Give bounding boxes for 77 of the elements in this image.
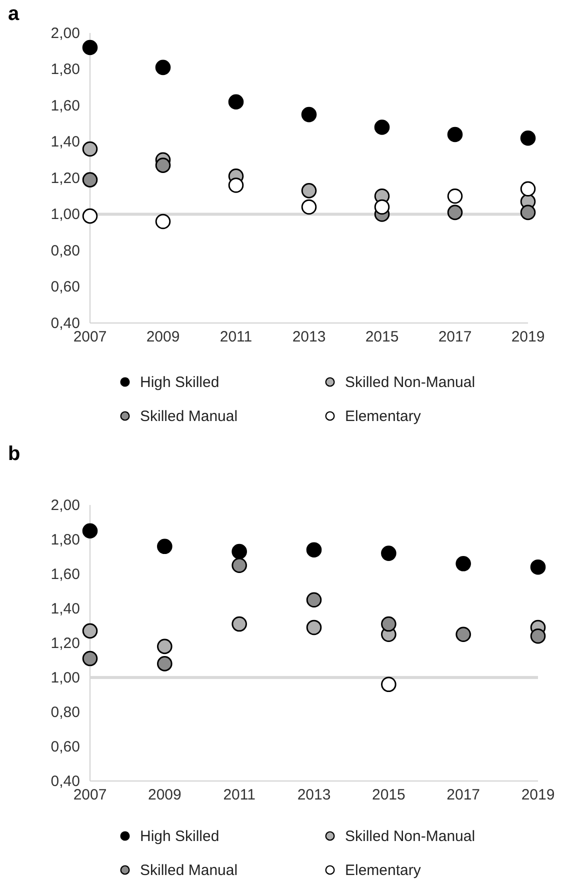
- point: [530, 628, 546, 644]
- y-tick-label: 1,60: [50, 97, 80, 114]
- point: [520, 204, 536, 220]
- legend-label: Skilled Manual: [140, 862, 238, 879]
- point: [447, 204, 463, 220]
- point: [447, 126, 463, 142]
- x-tick-label: 2011: [220, 328, 252, 346]
- y-tick-label: 1,20: [50, 170, 80, 187]
- y-tick-label: 0,60: [50, 738, 80, 756]
- y-tick-label: 1,60: [50, 566, 80, 583]
- point: [301, 183, 317, 198]
- y-tick-label: 1,40: [50, 600, 80, 618]
- y-tick-label: 2,00: [50, 24, 80, 42]
- point: [157, 656, 172, 672]
- point: [306, 620, 322, 636]
- y-tick-label: 0,80: [50, 242, 80, 260]
- point: [374, 199, 390, 215]
- point: [155, 60, 171, 76]
- x-tick-label: 2013: [292, 328, 326, 346]
- point: [157, 538, 172, 554]
- point: [228, 94, 244, 110]
- legend-label: Skilled Manual: [140, 408, 238, 425]
- x-tick-label: 2009: [148, 786, 182, 804]
- y-tick-label: 1,00: [50, 206, 80, 224]
- point: [447, 188, 463, 204]
- point: [520, 181, 536, 197]
- legend-label: Skilled Non-Manual: [345, 828, 476, 845]
- x-tick-label: 2017: [446, 786, 480, 804]
- point: [155, 214, 171, 230]
- y-tick-label: 1,00: [50, 669, 80, 686]
- y-tick-label: 1,80: [50, 61, 80, 78]
- y-tick-label: 0,60: [50, 278, 80, 296]
- legend-label: High Skilled: [140, 828, 220, 845]
- point: [301, 106, 317, 122]
- point: [456, 626, 471, 642]
- point: [82, 623, 98, 639]
- point: [228, 178, 244, 193]
- point: [82, 650, 98, 666]
- x-tick-label: 2019: [511, 328, 545, 346]
- y-tick-label: 2,00: [50, 496, 80, 514]
- y-tick-label: 1,80: [50, 531, 80, 548]
- point: [155, 158, 171, 173]
- legend-label: Elementary: [345, 862, 422, 879]
- y-tick-label: 0,80: [50, 704, 80, 721]
- point: [520, 130, 536, 146]
- point: [82, 141, 98, 157]
- chart-title: a: [8, 3, 20, 25]
- x-tick-label: 2019: [521, 786, 555, 804]
- legend-label: Skilled Non-Manual: [345, 374, 476, 391]
- point: [301, 199, 317, 215]
- point: [374, 120, 390, 135]
- point: [82, 40, 98, 56]
- point: [456, 556, 471, 572]
- y-tick-label: 1,20: [50, 634, 80, 652]
- point: [157, 638, 172, 654]
- x-tick-label: 2013: [297, 786, 331, 804]
- x-tick-label: 2017: [438, 328, 472, 346]
- point: [82, 172, 98, 188]
- point: [232, 616, 247, 632]
- point: [232, 544, 247, 560]
- point: [381, 546, 396, 561]
- point: [381, 676, 396, 692]
- x-tick-label: 2009: [146, 328, 180, 346]
- point: [306, 542, 322, 558]
- x-tick-label: 2015: [372, 786, 406, 804]
- point: [530, 559, 546, 575]
- x-tick-label: 2015: [365, 328, 399, 346]
- point: [82, 208, 98, 224]
- point: [82, 523, 98, 539]
- chart-title: b: [8, 443, 20, 465]
- point: [381, 616, 396, 632]
- legend-label: High Skilled: [140, 374, 220, 391]
- y-tick-label: 1,40: [50, 134, 80, 151]
- x-tick-label: 2011: [223, 786, 256, 804]
- legend-label: Elementary: [345, 408, 422, 425]
- point: [232, 558, 247, 574]
- point: [306, 592, 322, 608]
